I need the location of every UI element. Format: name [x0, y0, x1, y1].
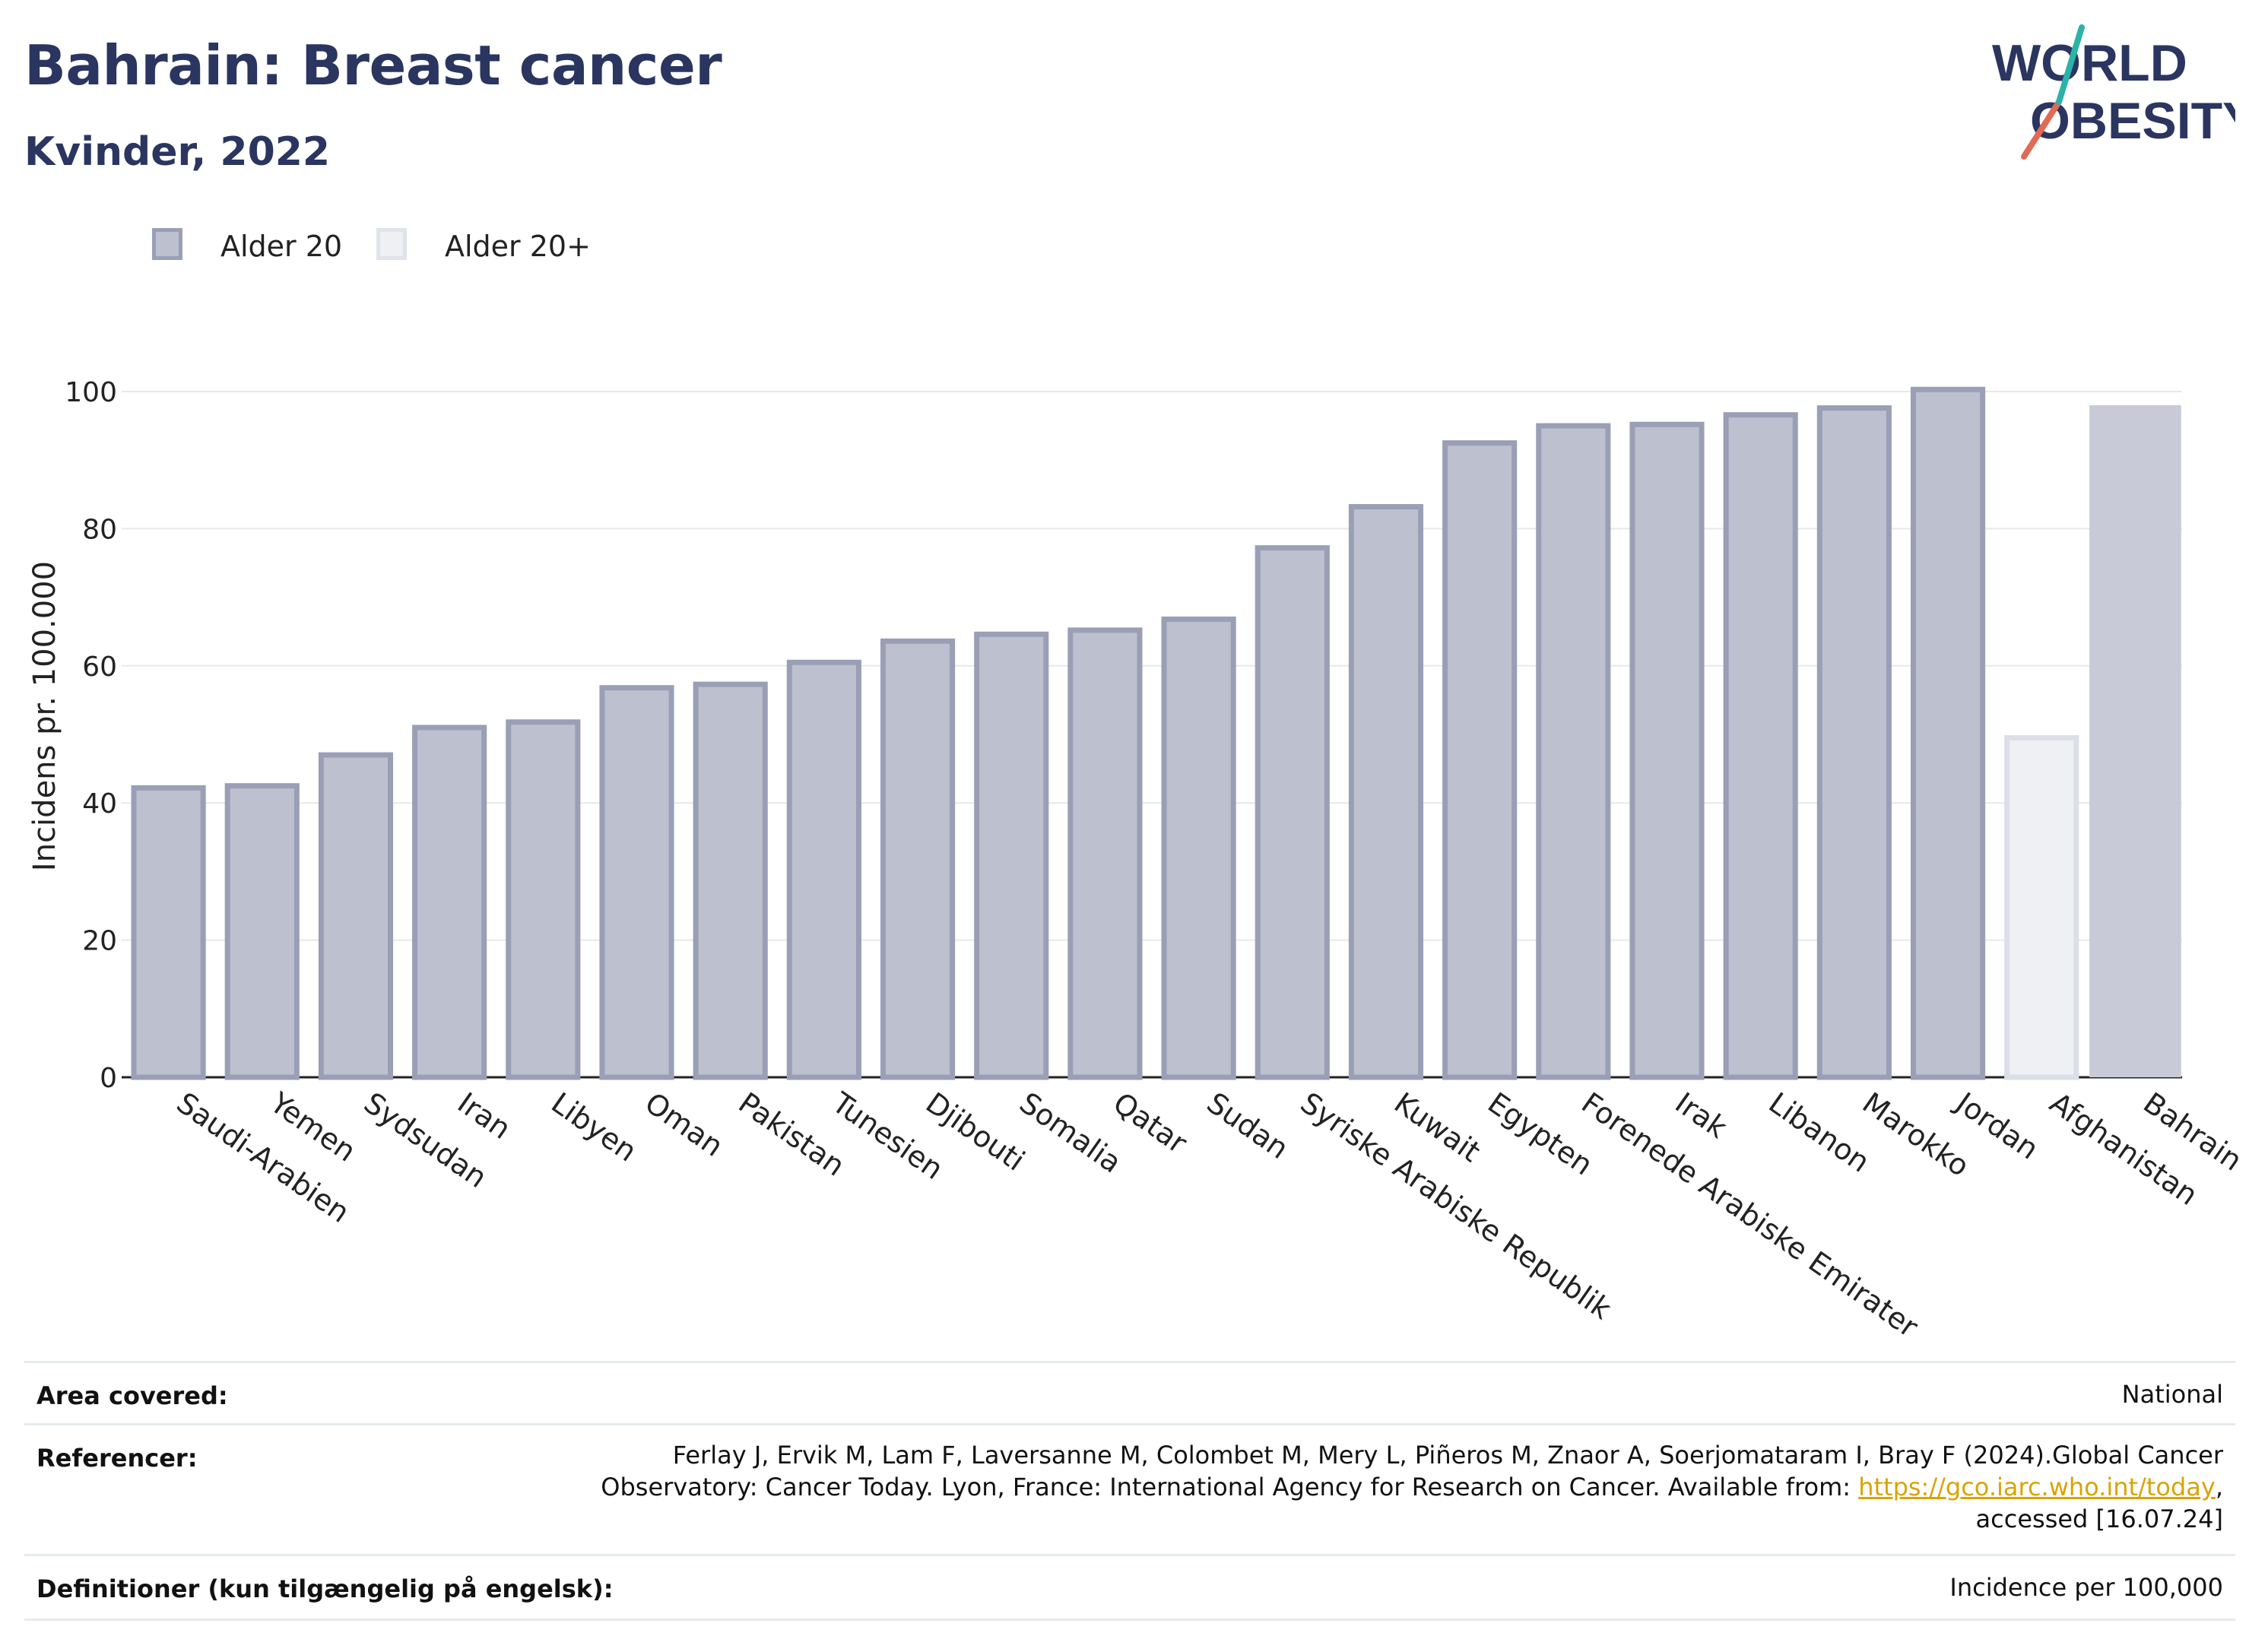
x-tick-label: Oman: [639, 1086, 729, 1163]
bar-afghanistan[interactable]: [2004, 735, 2079, 1080]
area-value: National: [2121, 1380, 2223, 1409]
y-axis-label: Incidens pr. 100.000: [27, 561, 62, 871]
y-tick-label: 60: [82, 652, 117, 683]
legend-swatch-alder20plus: [376, 228, 407, 260]
ref-line3: accessed [16.07.24]: [1975, 1505, 2223, 1533]
y-tick-label: 80: [82, 514, 117, 545]
x-tick-label: Egypten: [1482, 1086, 1599, 1181]
bar-sudan[interactable]: [1161, 616, 1236, 1080]
logo-line2: OBESITY: [2030, 92, 2235, 150]
logo-line1: WORLD: [1992, 34, 2187, 92]
bar-sydsudan[interactable]: [318, 752, 394, 1080]
bar-egypten[interactable]: [1442, 440, 1518, 1080]
meta-row-references: Referencer: Ferlay J, Ervik M, Lam F, La…: [24, 1423, 2235, 1556]
x-tick-label: Somalia: [1013, 1086, 1128, 1179]
y-tick-label: 20: [82, 926, 117, 957]
bar-jordan[interactable]: [1910, 386, 1986, 1080]
bar-forenede-arabiske-emirater[interactable]: [1536, 423, 1611, 1080]
y-tick-label: 0: [100, 1063, 117, 1094]
bar-saudi-arabien[interactable]: [131, 785, 206, 1080]
chart-subtitle: Kvinder, 2022: [24, 129, 331, 175]
x-tick-label: Marokko: [1857, 1086, 1975, 1183]
bar-iran[interactable]: [412, 725, 487, 1080]
bar-somalia[interactable]: [974, 631, 1049, 1080]
ref-line1: Ferlay J, Ervik M, Lam F, Laversanne M, …: [672, 1441, 2223, 1470]
bar-libyen[interactable]: [506, 719, 581, 1080]
references-value: Ferlay J, Ervik M, Lam F, Laversanne M, …: [601, 1439, 2223, 1535]
world-obesity-logo: WORLD OBESITY: [1992, 24, 2235, 160]
bar-libanon[interactable]: [1723, 412, 1798, 1080]
legend-label-alder20plus: Alder 20+: [445, 230, 591, 263]
bar-oman[interactable]: [599, 685, 674, 1080]
x-tick-label: Pakistan: [733, 1086, 852, 1182]
bar-kuwait[interactable]: [1348, 504, 1424, 1080]
bar-tunesien[interactable]: [786, 659, 861, 1080]
meta-row-area: Area covered: National: [24, 1361, 2235, 1425]
area-key: Area covered:: [36, 1381, 228, 1410]
bar-marokko[interactable]: [1816, 405, 1892, 1080]
bars: [131, 386, 2181, 1080]
legend-label-alder20: Alder 20: [220, 230, 343, 263]
meta-row-definitions: Definitioner (kun tilgængelig på engelsk…: [24, 1554, 2235, 1621]
bar-yemen[interactable]: [224, 783, 300, 1080]
ref-line2: Observatory: Cancer Today. Lyon, France:…: [601, 1471, 2223, 1503]
y-tick-label: 40: [82, 788, 117, 820]
x-tick-label: Sudan: [1201, 1086, 1294, 1165]
ref-line2-text: Observatory: Cancer Today. Lyon, France:…: [601, 1473, 1859, 1501]
bar-qatar[interactable]: [1067, 627, 1143, 1080]
legend-swatch-alder20: [152, 228, 182, 260]
x-tick-label: Libyen: [545, 1086, 642, 1168]
bar-irak[interactable]: [1629, 421, 1705, 1080]
bar-djibouti[interactable]: [880, 638, 956, 1080]
references-key: Referencer:: [36, 1444, 198, 1473]
x-tick-label: Iran: [452, 1086, 517, 1146]
ref-link[interactable]: https://gco.iarc.who.int/today: [1858, 1473, 2216, 1501]
definitions-key: Definitioner (kun tilgængelig på engelsk…: [36, 1574, 614, 1603]
bar-bahrain[interactable]: [2089, 405, 2181, 1077]
x-tick-label: Libanon: [1763, 1086, 1876, 1178]
definitions-value: Incidence per 100,000: [1949, 1573, 2223, 1602]
y-tick-labels: 0 20 40 60 80 100: [65, 377, 117, 1094]
ref-line2-post: ,: [2215, 1473, 2223, 1501]
y-tick-label: 100: [65, 377, 117, 408]
chart-title: Bahrain: Breast cancer: [24, 33, 722, 97]
bar-syriske-arabiske-republik[interactable]: [1255, 545, 1330, 1080]
bar-pakistan[interactable]: [693, 681, 768, 1080]
x-tick-label: Irak: [1669, 1086, 1733, 1144]
